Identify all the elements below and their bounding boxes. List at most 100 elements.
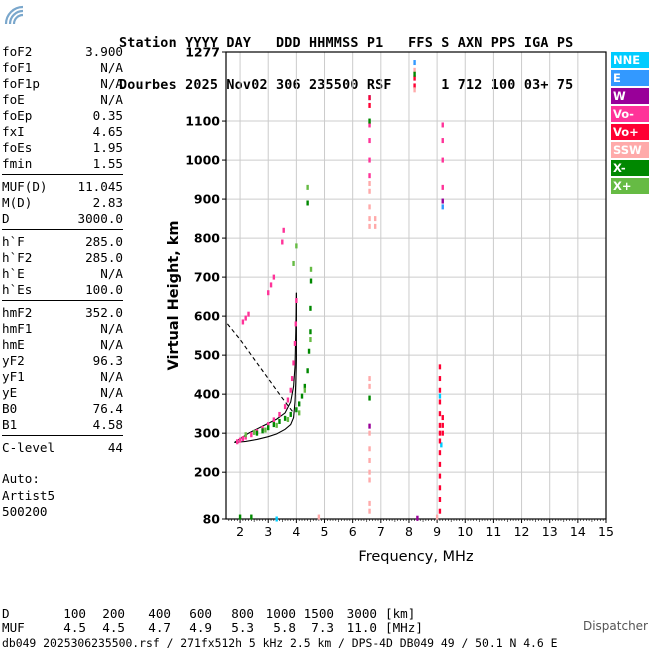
x-tick-label: 15 <box>598 524 614 539</box>
data-point-nne <box>275 516 278 522</box>
data-point-vo- <box>441 184 444 190</box>
param-row: M(D) 2.83 <box>2 195 123 211</box>
data-point-vo- <box>267 290 270 296</box>
data-point-x- <box>286 417 290 423</box>
data-point-vo- <box>413 75 416 81</box>
param-value: 4.65 <box>92 124 123 139</box>
data-point-ssw <box>368 446 371 452</box>
autoscaling-info: Auto: Artist5 500200 <box>2 471 55 521</box>
param-name: MUF(D) <box>2 179 48 194</box>
data-point-x- <box>309 337 312 343</box>
y-tick-label: 700 <box>194 270 220 285</box>
param-separator <box>2 229 123 230</box>
param-name: hmE <box>2 337 25 352</box>
x-tick-label: 12 <box>514 524 530 539</box>
legend-item: NNE <box>611 52 649 68</box>
param-value: 1.95 <box>92 140 123 155</box>
param-row: foF2 3.900 <box>2 44 123 60</box>
legend-item: X+ <box>611 178 649 194</box>
data-point-nne <box>438 393 442 399</box>
param-row: D 3000.0 <box>2 211 123 227</box>
legend-item: SSW <box>611 142 649 158</box>
y-tick-label: 400 <box>194 387 220 402</box>
data-point-vo- <box>289 387 292 393</box>
data-point-vo- <box>368 173 371 179</box>
x-tick-label: 4 <box>292 524 300 539</box>
data-point-vo- <box>441 122 444 128</box>
y-tick-label: 500 <box>194 348 220 363</box>
param-row: h`E N/A <box>2 266 123 282</box>
muf-label: MUF <box>2 620 25 635</box>
data-point-ssw <box>368 223 371 229</box>
data-point-vo- <box>441 422 444 428</box>
data-point-x- <box>307 348 311 354</box>
data-point-ssw <box>413 87 416 93</box>
muf-value: 4.9 <box>189 620 212 635</box>
data-point-w <box>441 198 444 204</box>
data-point-x- <box>300 393 304 399</box>
distance-unit: [km] <box>385 606 416 621</box>
data-point-vo- <box>438 461 442 467</box>
data-point-ssw <box>368 430 371 436</box>
data-point-x- <box>295 407 298 413</box>
param-value: N/A <box>100 321 123 336</box>
data-point-vo- <box>293 340 297 346</box>
param-value: N/A <box>100 337 123 352</box>
data-point-vo- <box>281 239 284 245</box>
param-value: 2.83 <box>92 195 123 210</box>
distance-row: D 100 200 400 600 800 1000 1500 3000 [km] <box>2 607 423 621</box>
y-axis-label: Virtual Height, km <box>166 220 182 370</box>
data-point-ssw <box>373 223 377 229</box>
distance-value: 1000 <box>265 606 296 621</box>
data-point-vo- <box>247 311 250 317</box>
data-point-vo- <box>438 364 442 370</box>
param-value: N/A <box>100 266 123 281</box>
data-point-x- <box>238 514 242 520</box>
param-row: foE N/A <box>2 92 123 108</box>
param-separator <box>2 300 123 301</box>
data-point-vo- <box>286 397 290 403</box>
param-name: h`F <box>2 234 25 249</box>
y-tick-label: 800 <box>194 231 220 246</box>
data-point-vo- <box>272 417 276 423</box>
param-name: foF1p <box>2 76 40 91</box>
data-point-x- <box>275 422 278 428</box>
param-name: fxI <box>2 124 25 139</box>
real-height-curve <box>226 323 295 414</box>
param-value: N/A <box>100 92 123 107</box>
param-value: 0.35 <box>92 108 123 123</box>
param-name: hmF1 <box>2 321 33 336</box>
data-point-x- <box>250 514 253 520</box>
param-row: yF1 N/A <box>2 369 123 385</box>
profile-lower-curve <box>234 292 297 443</box>
legend-item: Vo+ <box>611 124 649 140</box>
param-value: 285.0 <box>85 234 123 249</box>
data-point-x- <box>289 411 292 417</box>
data-point-vo- <box>413 83 416 89</box>
data-point-x- <box>306 200 309 206</box>
muf-value: 11.0 <box>346 620 377 635</box>
data-point-vo- <box>283 404 287 410</box>
x-tick-label: 7 <box>377 524 385 539</box>
param-name: yF2 <box>2 353 25 368</box>
file-footer: db049 2025306235500.rsf / 271fx512h 5 kH… <box>2 636 558 650</box>
param-row: hmF1 N/A <box>2 321 123 337</box>
param-value: 76.4 <box>92 401 123 416</box>
data-point-vo- <box>438 411 442 417</box>
data-point-vo- <box>244 315 247 321</box>
distance-value: 400 <box>148 606 171 621</box>
header-line-1: Station YYYY DAY DDD HHMMSS P1 FFS S AXN… <box>119 36 574 51</box>
data-point-x- <box>297 410 301 416</box>
auto-label: Auto: <box>2 471 40 486</box>
data-point-x- <box>264 427 267 433</box>
header-line-2: Dourbes 2025 Nov02 306 235500 RSF 1 712 … <box>119 78 574 93</box>
muf-unit: [MHz] <box>385 620 423 635</box>
param-value: 3.900 <box>85 44 123 59</box>
param-row: foF1 N/A <box>2 60 123 76</box>
muf-value: 4.5 <box>102 620 125 635</box>
data-point-vo- <box>438 387 442 393</box>
param-name: h`F2 <box>2 250 33 265</box>
param-row: fmin 1.55 <box>2 156 123 172</box>
parameters-panel: foF2 3.900 foF1 N/A foF1p N/A foE N/A foEp 0.35 fx… <box>2 44 123 456</box>
data-point-vo- <box>438 450 442 456</box>
